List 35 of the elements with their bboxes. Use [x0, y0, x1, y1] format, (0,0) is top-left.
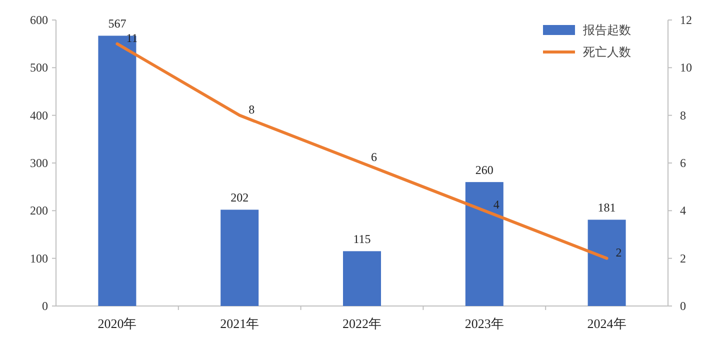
bar [98, 36, 136, 306]
y-tick-label: 500 [30, 60, 48, 75]
data-label: 2 [616, 245, 622, 260]
data-label: 260 [475, 163, 494, 178]
y2-tick-label: 0 [680, 299, 686, 313]
data-label: 4 [493, 198, 500, 212]
y2-tick-label: 8 [680, 108, 686, 122]
data-label: 6 [371, 150, 377, 164]
y2-tick-label: 2 [680, 251, 686, 266]
y-tick-label: 100 [30, 251, 48, 266]
y-tick-label: 200 [30, 204, 48, 218]
bar [220, 210, 259, 306]
legend-label: 报告起数 [582, 23, 631, 37]
y2-tick-label: 10 [680, 60, 692, 75]
bar [465, 182, 504, 306]
legend-label: 死亡人数 [583, 45, 631, 59]
bar [588, 220, 626, 306]
data-label: 567 [108, 16, 126, 31]
bar [343, 251, 381, 306]
data-label: 202 [230, 190, 249, 205]
data-label: 115 [353, 232, 371, 246]
x-tick-label: 2020年 [98, 316, 137, 331]
y2-tick-label: 6 [680, 156, 686, 170]
y-tick-label: 400 [30, 108, 48, 122]
y-tick-label: 300 [30, 156, 48, 170]
x-tick-label: 2022年 [342, 316, 382, 331]
x-tick-label: 2024年 [587, 316, 626, 331]
y2-tick-label: 4 [680, 204, 686, 218]
data-label: 181 [598, 200, 616, 215]
x-tick-label: 2023年 [464, 316, 504, 331]
y-tick-label: 600 [30, 13, 48, 27]
y-tick-label: 0 [42, 299, 48, 313]
data-label: 8 [248, 102, 255, 116]
x-tick-label: 2021年 [220, 316, 260, 331]
y2-tick-label: 12 [680, 13, 692, 27]
